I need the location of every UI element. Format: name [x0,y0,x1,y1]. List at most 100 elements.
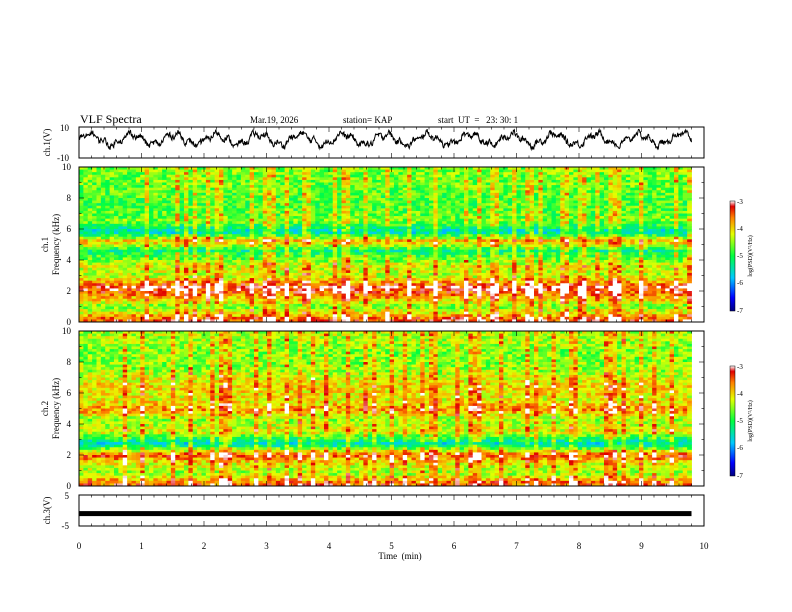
spectrogram-cell [219,190,224,194]
spectrogram-cell [162,262,167,266]
spectrogram-cell [424,260,430,263]
spectrogram-cell [118,298,124,302]
spectrogram-cell [267,309,272,313]
spectrogram-cell [262,236,268,240]
spectrogram-cell [271,187,277,191]
spectrogram-cell [394,309,399,313]
spectrogram-cell [328,275,334,279]
spectrogram-cell [267,172,272,176]
spectrogram-cell [271,226,277,230]
spectrogram-cell [337,239,342,243]
spectrogram-cell [328,221,334,225]
spectrogram-cell [385,236,391,240]
spectrogram-cell [140,272,146,276]
spectrogram-cell [184,309,189,313]
spectrogram-cell [429,234,434,238]
spectrogram-cell [131,195,137,199]
spectrogram-cell [389,234,395,238]
spectrogram-cell [157,190,163,194]
spectrogram-cell [306,303,312,307]
spectrogram-cell [166,195,172,199]
spectrogram-cell [254,172,259,176]
spectrogram-cell [140,283,146,287]
spectrogram-cell [153,167,159,170]
spectrogram-cell [310,241,316,245]
spectrogram-cell [363,195,369,199]
spectrogram-cell [328,301,334,305]
spectrogram-cell [175,174,181,178]
spectrogram-cell [376,249,382,253]
spectrogram-cell [267,174,272,178]
spectrogram-cell [275,314,281,318]
spectrogram-cell [380,257,386,261]
spectrogram-cell [236,174,242,178]
spectrogram-cell [315,316,321,320]
spectrogram-cell [105,187,111,191]
spectrogram-cell [363,226,369,230]
spectrogram-cell [372,257,377,261]
spectrogram-cell [411,187,417,191]
spectrogram-cell [271,291,277,294]
spectrogram-cell [170,216,176,220]
spectrogram-cell [166,167,172,170]
spectrogram-cell [424,291,430,294]
spectrogram-cell [240,296,246,300]
spectrogram-cell [354,198,360,201]
spectrogram-cell [289,203,294,207]
spectrogram-cell [297,195,303,199]
spectrogram-cell [398,229,404,232]
spectrogram-cell [96,301,102,305]
spectrogram-cell [210,223,216,227]
spectrogram-cell [284,216,290,220]
spectrogram-cell [411,179,417,183]
spectrogram-cell [175,311,181,315]
spectrogram-cell [367,252,373,256]
spectrogram-cell [118,239,124,243]
spectrogram-cell [170,293,176,297]
spectrogram-cell [131,218,137,222]
spectrogram-cell [372,306,377,310]
spectrogram-cell [411,192,417,196]
spectrogram-cell [402,275,408,279]
spectrogram-cell [302,296,307,300]
spectrogram-cell [240,252,246,256]
spectrogram-cell [380,231,386,235]
spectrogram-cell [380,272,386,276]
spectrogram-cell [157,208,163,212]
spectrogram-cell [144,272,150,276]
spectrogram-cell [140,221,146,225]
spectrogram-cell [376,275,382,279]
spectrogram-cell [376,252,382,256]
spectrogram-cell [380,283,386,287]
spectrogram-cell [96,303,102,307]
spectrogram-cell [118,210,124,214]
spectrogram-cell [96,190,102,194]
spectrogram-cell [332,182,338,186]
spectrogram-cell [385,309,391,313]
spectrogram-cell [293,314,299,318]
spectrogram-cell [214,252,220,256]
spectrogram-cell [223,190,229,194]
spectrogram-cell [109,278,115,282]
spectrogram-cell [175,203,181,207]
spectrogram-cell [337,187,342,191]
spectrogram-cell [258,229,264,232]
spectrogram-cell [197,241,202,245]
spectrogram-cell [372,190,377,194]
spectrogram-cell [345,296,351,300]
spectrogram-cell [315,272,321,276]
spectrogram-cell [205,280,211,284]
spectrogram-cell [179,288,185,292]
spectrogram-cell [100,241,106,245]
spectrogram-cell [135,192,141,196]
spectrogram-cell [192,280,198,284]
spectrogram-cell [389,249,395,253]
spectrogram-cell [367,223,373,227]
spectrogram-cell [372,203,377,207]
spectrogram-cell [315,311,321,315]
spectrogram-cell [380,236,386,240]
spectrogram-cell [332,296,338,300]
spectrogram-cell [367,265,373,269]
spectrogram-cell [100,272,106,276]
spectrogram-cell [407,285,412,289]
